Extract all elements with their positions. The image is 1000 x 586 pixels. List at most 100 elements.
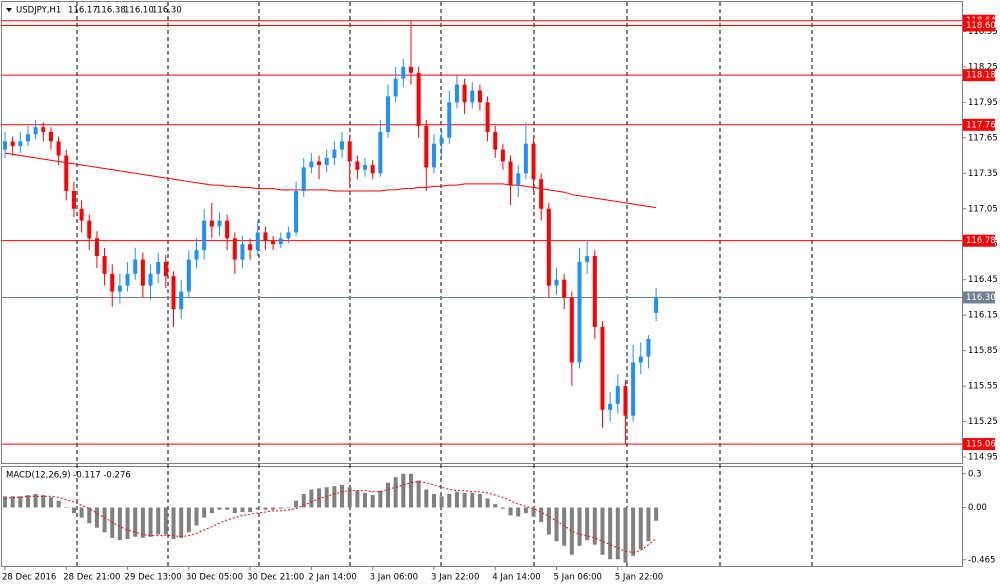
- y-tick-label: 115.25: [968, 417, 998, 427]
- macd-y-tick-label: -0.465: [968, 555, 995, 565]
- macd-bar: [401, 473, 406, 508]
- macd-bar: [516, 507, 521, 517]
- candle-body: [562, 279, 567, 298]
- macd-bar: [248, 507, 253, 512]
- macd-bar: [508, 507, 513, 516]
- macd-bar: [585, 507, 590, 541]
- candle-body: [493, 131, 498, 150]
- y-tick-label: 116.15: [968, 311, 998, 321]
- candle-body: [225, 220, 230, 239]
- macd-bar: [485, 498, 490, 508]
- candle-body: [401, 66, 406, 79]
- macd-bar: [148, 507, 153, 537]
- candle-body: [615, 386, 620, 404]
- candle-body: [340, 141, 345, 150]
- candle-body: [10, 141, 15, 147]
- macd-bar: [56, 500, 61, 508]
- candle-body: [600, 327, 605, 410]
- symbol: USDJPY,H1: [16, 6, 61, 16]
- menu-arrow[interactable]: [6, 8, 12, 12]
- candle-body: [363, 165, 368, 170]
- level-label-box: [963, 234, 995, 247]
- macd-bar: [462, 492, 467, 508]
- y-tick-label: 114.95: [968, 453, 998, 463]
- candle-body: [608, 403, 613, 410]
- macd-bar: [577, 507, 582, 546]
- candle-body: [217, 220, 222, 227]
- y-tick-label: 115.85: [968, 346, 998, 356]
- macd-bar: [33, 494, 38, 508]
- macd-bar: [271, 507, 276, 510]
- macd-bar: [424, 489, 429, 508]
- candle-body: [209, 220, 214, 227]
- level-label-box: [963, 118, 995, 131]
- candle-body: [447, 102, 452, 138]
- candle-body: [41, 127, 46, 132]
- candle-body: [439, 137, 444, 144]
- candle-body: [79, 208, 84, 221]
- candle-body: [148, 273, 153, 286]
- x-tick-label: 30 Dec 21:00: [247, 573, 304, 583]
- y-tick-label: 117.65: [968, 133, 998, 143]
- x-tick-label: 3 Jan 22:00: [431, 573, 479, 583]
- macd-bar: [631, 507, 636, 556]
- macd-bar: [156, 507, 161, 535]
- candle-body: [470, 90, 475, 103]
- moving-average: [4, 152, 657, 209]
- macd-bar: [569, 507, 574, 555]
- macd-bar: [454, 491, 459, 508]
- macd-bar: [654, 507, 659, 521]
- macd-bar: [117, 507, 122, 541]
- macd-bar: [163, 507, 168, 535]
- macd-bar: [186, 507, 191, 533]
- macd-bar: [646, 507, 651, 542]
- level-label: 117.76: [966, 120, 996, 130]
- macd-bar: [554, 507, 559, 542]
- candle-body: [424, 125, 429, 168]
- macd-bar: [240, 507, 245, 512]
- x-tick-label: 5 Jan 06:00: [554, 573, 602, 583]
- candle-body: [646, 338, 651, 357]
- macd-bar: [179, 507, 184, 538]
- candle-body: [485, 102, 490, 132]
- candle-body: [140, 259, 145, 286]
- macd-bar: [102, 507, 107, 533]
- x-tick-label: 3 Jan 06:00: [370, 573, 418, 583]
- y-tick-label: 118.55: [968, 27, 998, 37]
- y-tick-label: 116.45: [968, 275, 998, 285]
- macd-bar: [140, 507, 145, 538]
- candle-body: [638, 356, 643, 363]
- macd-bar: [608, 507, 613, 560]
- macd-bar: [10, 496, 15, 508]
- macd-signal: [4, 481, 657, 554]
- macd-bar: [301, 494, 306, 508]
- macd-bar: [71, 507, 76, 514]
- macd-bar: [64, 507, 69, 508]
- macd-bar: [493, 504, 498, 508]
- candle-body: [94, 238, 99, 257]
- candle-body: [523, 143, 528, 174]
- x-tick-label: 2 Jan 14:00: [308, 573, 356, 583]
- level-label: 115.06: [966, 440, 996, 450]
- y-tick-label: 117.95: [968, 98, 998, 108]
- candle-body: [516, 173, 521, 186]
- candle-body: [56, 141, 61, 156]
- macd-bar: [209, 507, 214, 514]
- macd-bar: [263, 507, 268, 510]
- x-tick-label: 5 Jan 22:00: [615, 573, 663, 583]
- candle-body: [117, 285, 122, 292]
- level-label: 118.18: [966, 71, 996, 81]
- candle-body: [87, 220, 92, 239]
- macd-bar: [638, 507, 643, 550]
- candle-body: [64, 155, 69, 192]
- candle-body: [263, 232, 268, 241]
- macd-bar: [79, 507, 84, 518]
- macd-bar: [523, 507, 528, 514]
- x-tick-label: 30 Dec 05:00: [186, 573, 243, 583]
- macd-bar: [317, 488, 322, 508]
- candle-body: [477, 90, 482, 103]
- candle-body: [286, 232, 291, 239]
- y-tick-label: 117.35: [968, 169, 998, 179]
- macd-y-tick-label: 0.00: [968, 503, 987, 513]
- macd-bar: [386, 482, 390, 508]
